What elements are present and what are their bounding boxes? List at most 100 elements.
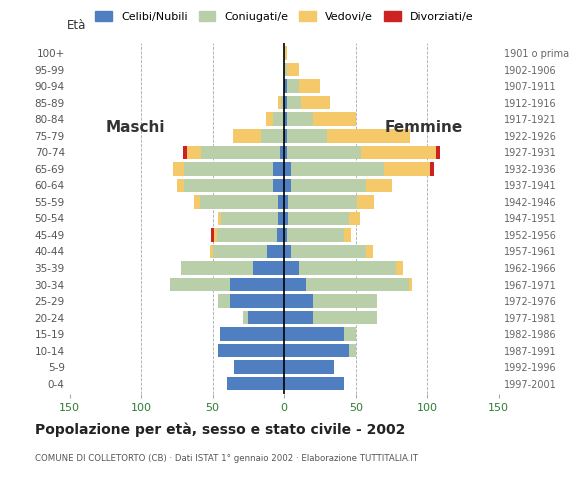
Text: Età: Età: [67, 19, 86, 32]
Bar: [177, 179, 184, 192]
Bar: [284, 261, 299, 275]
Bar: [183, 145, 187, 159]
Bar: [284, 344, 349, 358]
Bar: [288, 195, 357, 209]
Legend: Celibi/Nubili, Coniugati/e, Vedovi/e, Divorziati/e: Celibi/Nubili, Coniugati/e, Vedovi/e, Di…: [91, 7, 477, 26]
Bar: [194, 195, 200, 209]
Bar: [219, 212, 221, 225]
Bar: [277, 228, 284, 242]
Bar: [409, 278, 412, 291]
Bar: [313, 112, 356, 126]
Bar: [287, 112, 313, 126]
Bar: [284, 377, 345, 390]
Bar: [267, 245, 284, 258]
Bar: [187, 145, 201, 159]
Bar: [284, 278, 306, 291]
Bar: [262, 129, 284, 143]
Text: Femmine: Femmine: [385, 120, 463, 135]
Bar: [284, 195, 288, 209]
Bar: [287, 129, 327, 143]
Bar: [278, 195, 284, 209]
Bar: [248, 311, 284, 324]
Bar: [273, 179, 284, 192]
Bar: [299, 261, 396, 275]
Bar: [284, 96, 287, 109]
Bar: [284, 145, 287, 159]
Bar: [284, 360, 334, 374]
Bar: [201, 145, 280, 159]
Bar: [284, 162, 291, 176]
Bar: [396, 261, 403, 275]
Bar: [284, 112, 287, 126]
Bar: [284, 228, 287, 242]
Bar: [278, 212, 284, 225]
Bar: [284, 179, 291, 192]
Text: COMUNE DI COLLETORTO (CB) · Dati ISTAT 1° gennaio 2002 · Elaborazione TUTTITALIA: COMUNE DI COLLETORTO (CB) · Dati ISTAT 1…: [35, 454, 418, 463]
Bar: [288, 212, 349, 225]
Bar: [214, 228, 217, 242]
Bar: [281, 96, 284, 109]
Bar: [284, 327, 345, 341]
Bar: [357, 195, 374, 209]
Bar: [291, 179, 366, 192]
Bar: [211, 228, 214, 242]
Bar: [436, 145, 440, 159]
Bar: [280, 145, 284, 159]
Bar: [200, 195, 278, 209]
Bar: [284, 129, 287, 143]
Bar: [287, 145, 361, 159]
Text: Maschi: Maschi: [106, 120, 165, 135]
Bar: [327, 129, 410, 143]
Bar: [313, 311, 377, 324]
Bar: [213, 245, 267, 258]
Bar: [173, 162, 184, 176]
Bar: [299, 79, 320, 93]
Bar: [287, 96, 302, 109]
Bar: [220, 327, 284, 341]
Bar: [284, 79, 287, 93]
Bar: [219, 294, 230, 308]
Bar: [273, 162, 284, 176]
Text: Popolazione per età, sesso e stato civile - 2002: Popolazione per età, sesso e stato civil…: [35, 422, 405, 437]
Bar: [170, 278, 230, 291]
Bar: [230, 294, 284, 308]
Bar: [306, 278, 409, 291]
Bar: [291, 245, 366, 258]
Bar: [284, 311, 313, 324]
Bar: [217, 228, 277, 242]
Bar: [184, 162, 273, 176]
Bar: [210, 245, 213, 258]
Bar: [287, 79, 299, 93]
Bar: [345, 228, 351, 242]
Bar: [385, 162, 430, 176]
Bar: [284, 212, 288, 225]
Bar: [273, 112, 284, 126]
Bar: [221, 212, 278, 225]
Bar: [278, 96, 281, 109]
Bar: [302, 96, 330, 109]
Bar: [181, 261, 253, 275]
Bar: [284, 47, 287, 60]
Bar: [184, 179, 273, 192]
Bar: [219, 344, 284, 358]
Bar: [287, 228, 345, 242]
Bar: [349, 212, 360, 225]
Bar: [266, 112, 273, 126]
Bar: [366, 245, 373, 258]
Bar: [291, 162, 385, 176]
Bar: [361, 145, 436, 159]
Bar: [430, 162, 434, 176]
Bar: [242, 311, 248, 324]
Bar: [284, 294, 313, 308]
Bar: [284, 245, 291, 258]
Bar: [233, 129, 262, 143]
Bar: [287, 63, 299, 76]
Bar: [284, 63, 287, 76]
Bar: [345, 327, 356, 341]
Bar: [230, 278, 284, 291]
Bar: [313, 294, 377, 308]
Bar: [366, 179, 392, 192]
Bar: [253, 261, 284, 275]
Bar: [349, 344, 356, 358]
Bar: [227, 377, 284, 390]
